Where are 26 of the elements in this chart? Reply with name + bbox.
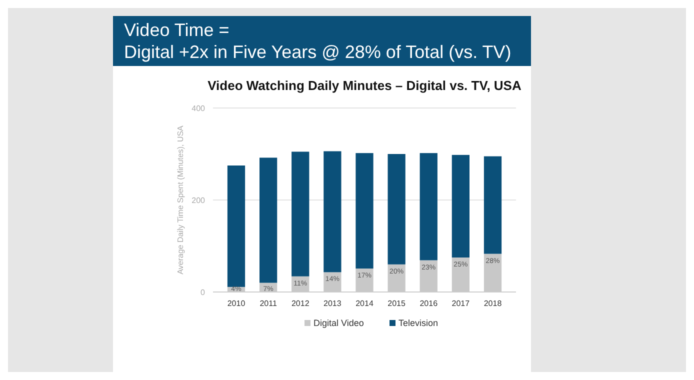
bar xyxy=(292,152,310,276)
x-tick-label: 2011 xyxy=(260,299,278,308)
x-tick-label: 2017 xyxy=(452,299,470,308)
bar xyxy=(227,166,246,287)
x-tick-label: 2010 xyxy=(227,299,246,308)
x-tick-label: 2014 xyxy=(356,299,374,308)
y-tick-label: 200 xyxy=(192,196,206,205)
x-tick-label: 2012 xyxy=(291,299,310,308)
bar xyxy=(388,154,406,264)
bar xyxy=(259,158,278,283)
legend-label: Digital Video xyxy=(314,318,364,328)
bar xyxy=(420,153,438,260)
y-tick-label: 400 xyxy=(192,104,206,113)
x-tick-label: 2013 xyxy=(324,299,342,308)
bar xyxy=(356,153,374,269)
legend-label: Television xyxy=(398,318,438,328)
x-tick-label: 2018 xyxy=(484,299,502,308)
chart-title: Video Time = Digital +2x in Five Years @ 28% of Total (vs. TV) xyxy=(124,20,512,62)
bar xyxy=(452,154,470,258)
y-axis-title: Average Daily Time Spent (Minutes), USA xyxy=(176,124,185,274)
bar xyxy=(484,156,502,254)
chart-subtitle: Video Watching Daily Minutes – Digital vs. TV, USA xyxy=(208,78,522,93)
x-tick-label: 2015 xyxy=(388,299,406,308)
y-tick-label: 0 xyxy=(200,288,206,297)
x-tick-label: 2016 xyxy=(420,299,438,308)
bar xyxy=(324,151,342,272)
